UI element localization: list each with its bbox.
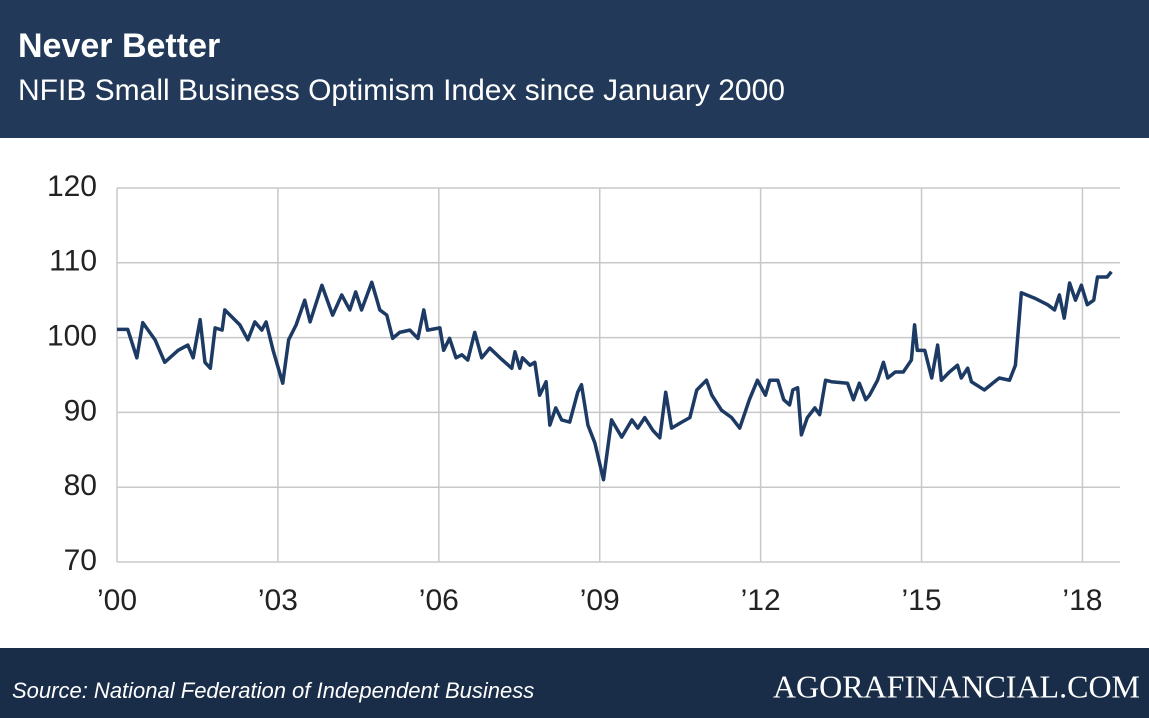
- y-tick-label: 70: [64, 544, 97, 577]
- x-tick-label: ’00: [97, 584, 137, 617]
- y-tick-label: 80: [64, 469, 97, 502]
- x-tick-label: ’12: [741, 584, 781, 617]
- y-tick-label: 90: [64, 394, 97, 427]
- y-tick-label: 100: [47, 320, 97, 353]
- x-tick-label: ’09: [580, 584, 620, 617]
- chart-title: Never Better: [18, 27, 220, 65]
- chart-subtitle: NFIB Small Business Optimism Index since…: [18, 74, 785, 107]
- brand: AGORAFINANCIAL.COM: [773, 668, 1140, 704]
- x-tick-label: ’06: [419, 584, 459, 617]
- y-tick-label: 110: [49, 245, 97, 278]
- y-tick-label: 120: [47, 170, 97, 203]
- x-tick-label: ’18: [1062, 584, 1102, 617]
- data-line: [117, 270, 1113, 482]
- source-note: Source: National Federation of Independe…: [12, 678, 534, 703]
- x-tick-label: ’03: [258, 584, 298, 617]
- x-tick-label: ’15: [902, 584, 942, 617]
- footer-band: [0, 648, 1149, 718]
- header-band: [0, 0, 1149, 138]
- plot-panel: [0, 138, 1149, 648]
